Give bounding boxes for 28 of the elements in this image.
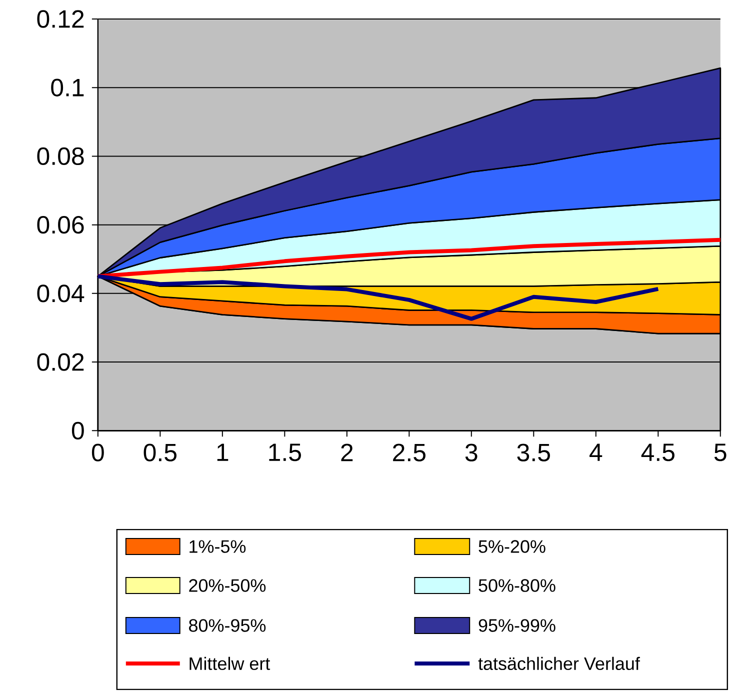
y-tick-label: 0.06 (37, 216, 84, 234)
x-tick-label: 1 (217, 444, 228, 461)
x-tick-label: 5 (714, 444, 726, 461)
x-tick-label: 3 (465, 444, 478, 462)
line-series (96, 274, 660, 321)
y-tick-label: 0.02 (37, 353, 84, 371)
y-tick-label: 0 (72, 422, 84, 440)
x-tick-label: 4.5 (641, 444, 674, 461)
legend-label: 50%-80% (478, 578, 556, 592)
legend-label: tatsächlicher Verlauf (478, 656, 640, 670)
legend-label: 95%-99% (478, 618, 556, 632)
legend-label: 5%-20% (478, 540, 546, 553)
legend-label: 1%-5% (190, 540, 246, 553)
line-series (96, 238, 722, 278)
legend-label: Mittelw ert (190, 656, 270, 670)
x-tick-label: 2 (341, 444, 353, 461)
y-tick-label: 0.04 (37, 284, 84, 302)
y-tick-label: 0.12 (37, 10, 84, 28)
legend-label: 20%-50% (189, 578, 266, 592)
legend-label: 80%-95% (189, 618, 266, 632)
x-tick-label: 2.5 (393, 444, 426, 462)
x-tick-label: 3.5 (517, 444, 550, 462)
y-tick-label: 0.08 (37, 147, 84, 165)
x-tick-label: 1.5 (269, 444, 301, 461)
x-tick-label: 4 (590, 444, 602, 461)
y-tick-label: 0.1 (51, 78, 84, 96)
x-tick-label: 0 (92, 444, 104, 462)
x-tick-label: 0.5 (144, 444, 176, 462)
